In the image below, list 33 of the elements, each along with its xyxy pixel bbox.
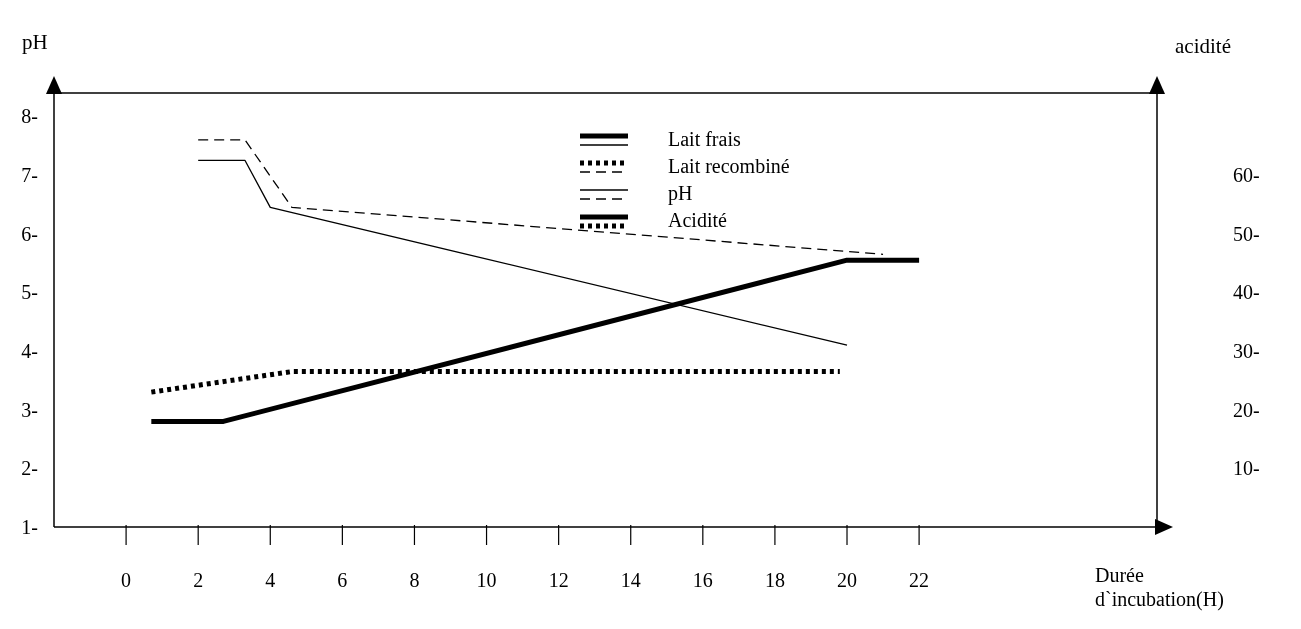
x-tick-label: 10 [476,569,497,591]
y-axis-title: pH [22,30,48,55]
x-tick-label: 18 [764,569,785,591]
y-tick-label: 2- [21,457,38,480]
x-tick-label: 16 [692,569,713,591]
x-tick-label: 14 [620,569,641,591]
y-tick-label: 5- [21,281,38,304]
x-tick-label: 0 [121,569,132,591]
x-tick-label: 6 [337,569,348,591]
x-tick-label: 20 [837,569,858,591]
x-tick-label: 22 [909,569,930,591]
y2-tick-label: 10- [1233,457,1260,480]
y-tick-label: 3- [21,398,38,421]
y2-axis-title: acidité [1175,34,1231,59]
y-tick-label: 8- [21,105,38,128]
annotation: Acidité [668,209,727,232]
annotation: pH [668,182,693,205]
x-tick-label: 8 [409,569,420,591]
x-tick-label: 4 [265,569,276,591]
x-axis-title: Durée d`incubation(H) [1095,563,1225,611]
y2-tick-label: 50- [1233,222,1260,245]
annotation: Lait frais [668,128,741,151]
y2-tick-label: 60- [1233,164,1260,187]
y2-tick-label: 40- [1233,281,1260,304]
annotation: Lait recombiné [668,155,790,178]
y-tick-label: 1- [21,516,38,538]
x-tick-label: 12 [548,569,569,591]
y-tick-label: 7- [21,164,38,187]
x-tick-label: 2 [193,569,204,591]
y-tick-label: 4- [21,340,38,363]
y2-tick-label: 30- [1233,340,1260,363]
y2-tick-label: 20- [1233,398,1260,421]
y-tick-label: 6- [21,222,38,245]
